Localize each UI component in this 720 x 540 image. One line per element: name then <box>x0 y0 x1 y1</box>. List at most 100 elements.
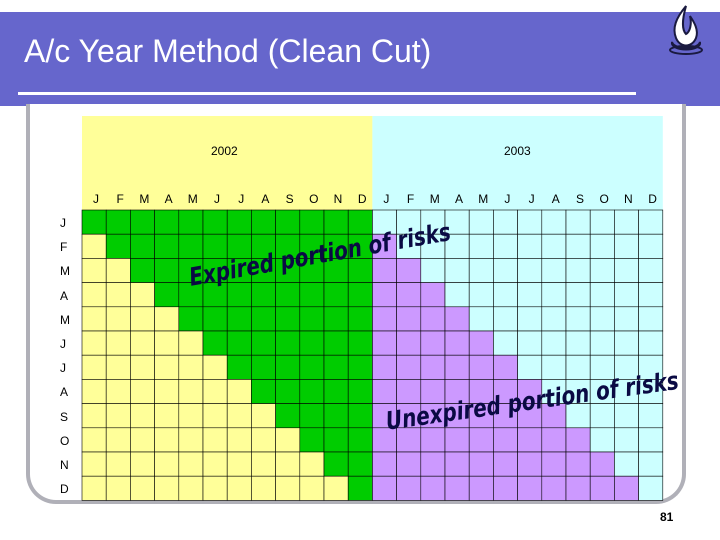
column-month-label: O <box>309 192 319 206</box>
grid-cell <box>347 379 373 404</box>
grid-cell <box>251 475 276 501</box>
grid-cell <box>202 451 228 477</box>
grid-cell <box>420 258 446 283</box>
grid-cell <box>589 306 615 332</box>
grid-cell <box>347 209 373 235</box>
column-month-label: A <box>261 192 270 206</box>
grid-cell <box>444 330 470 356</box>
grid-cell <box>614 451 639 477</box>
grid-cell <box>178 403 204 429</box>
grid-cell <box>251 330 276 356</box>
page-number: 81 <box>660 510 674 524</box>
column-month-label: S <box>285 192 294 206</box>
grid-cell <box>638 306 664 332</box>
row-month-label: A <box>60 288 69 303</box>
grid-cell <box>614 427 639 453</box>
grid-cell <box>202 354 228 380</box>
row-month-label: J <box>60 216 66 230</box>
grid-cell <box>130 209 155 235</box>
grid-cell <box>372 403 397 429</box>
grid-cell <box>154 451 180 477</box>
grid-cell <box>614 379 639 404</box>
grid-cell <box>275 354 301 380</box>
grid-cell <box>517 427 543 453</box>
grid-cell <box>638 233 664 259</box>
grid-cell <box>444 379 470 404</box>
grid-cell <box>323 427 349 453</box>
grid-cell <box>420 475 446 501</box>
grid-cell <box>493 379 518 404</box>
grid-cell <box>589 330 615 356</box>
grid-cell <box>347 330 373 356</box>
column-month-label: F <box>116 192 124 206</box>
grid-cell <box>565 379 591 404</box>
grid-cell <box>81 475 107 501</box>
grid-cell <box>468 330 494 356</box>
grid-cell <box>347 306 373 332</box>
grid-cell <box>105 258 131 283</box>
grid-cell <box>81 354 107 380</box>
grid-cell <box>420 354 446 380</box>
grid-cell <box>251 306 276 332</box>
grid-cell <box>372 258 397 283</box>
grid-cell <box>275 451 301 477</box>
grid-cell <box>323 403 349 429</box>
grid-cell <box>372 330 397 356</box>
content-frame <box>26 104 686 504</box>
grid-cell <box>323 451 349 477</box>
grid-cell <box>638 475 664 501</box>
grid-cell <box>444 354 470 380</box>
grid-cell <box>275 403 301 429</box>
grid-cell <box>105 306 131 332</box>
grid-cell <box>541 233 567 259</box>
grid-cell <box>226 451 252 477</box>
grid-cell <box>299 209 325 235</box>
grid-cell <box>299 451 325 477</box>
grid-cell <box>178 330 204 356</box>
grid-cell <box>323 209 349 235</box>
grid-cell <box>202 258 228 283</box>
grid-cell <box>178 306 204 332</box>
grid-cell <box>275 209 301 235</box>
grid-cell <box>105 451 131 477</box>
grid-cell <box>468 282 494 308</box>
grid-cell <box>468 233 494 259</box>
grid-cell <box>154 209 180 235</box>
grid-cell <box>226 330 252 356</box>
grid-cell <box>493 209 518 235</box>
column-month-label: M <box>429 192 440 206</box>
grid-cell <box>251 354 276 380</box>
grid-cell <box>420 282 446 308</box>
grid-cell <box>565 233 591 259</box>
page-title: A/c Year Method (Clean Cut) <box>24 33 432 69</box>
grid-cell <box>81 209 107 235</box>
column-month-label: J <box>93 192 99 206</box>
grid-cell <box>154 475 180 501</box>
grid-cell <box>130 403 155 429</box>
grid-cell <box>541 306 567 332</box>
grid-cell <box>202 379 228 404</box>
year-band-2002 <box>82 116 373 210</box>
column-month-label: A <box>454 192 463 206</box>
grid-cell <box>565 475 591 501</box>
grid-cell <box>81 330 107 356</box>
row-month-label: M <box>60 264 70 279</box>
grid-cell <box>372 451 397 477</box>
row-month-label: A <box>60 385 69 400</box>
grid-cell <box>372 209 397 235</box>
grid-cell <box>565 306 591 332</box>
grid-cell <box>541 330 567 356</box>
grid-cell <box>226 403 252 429</box>
grid-cell <box>638 354 664 380</box>
title-underline <box>18 92 636 95</box>
grid-cell <box>468 209 494 235</box>
grid-cell <box>105 209 131 235</box>
row-month-label: J <box>60 361 66 376</box>
grid-cell <box>493 475 518 501</box>
grid-cell <box>130 451 155 477</box>
grid-cell <box>251 209 276 235</box>
grid-cell <box>517 258 543 283</box>
column-month-label: A <box>551 192 560 206</box>
grid-cell <box>614 330 639 356</box>
grid-cell <box>251 258 276 283</box>
